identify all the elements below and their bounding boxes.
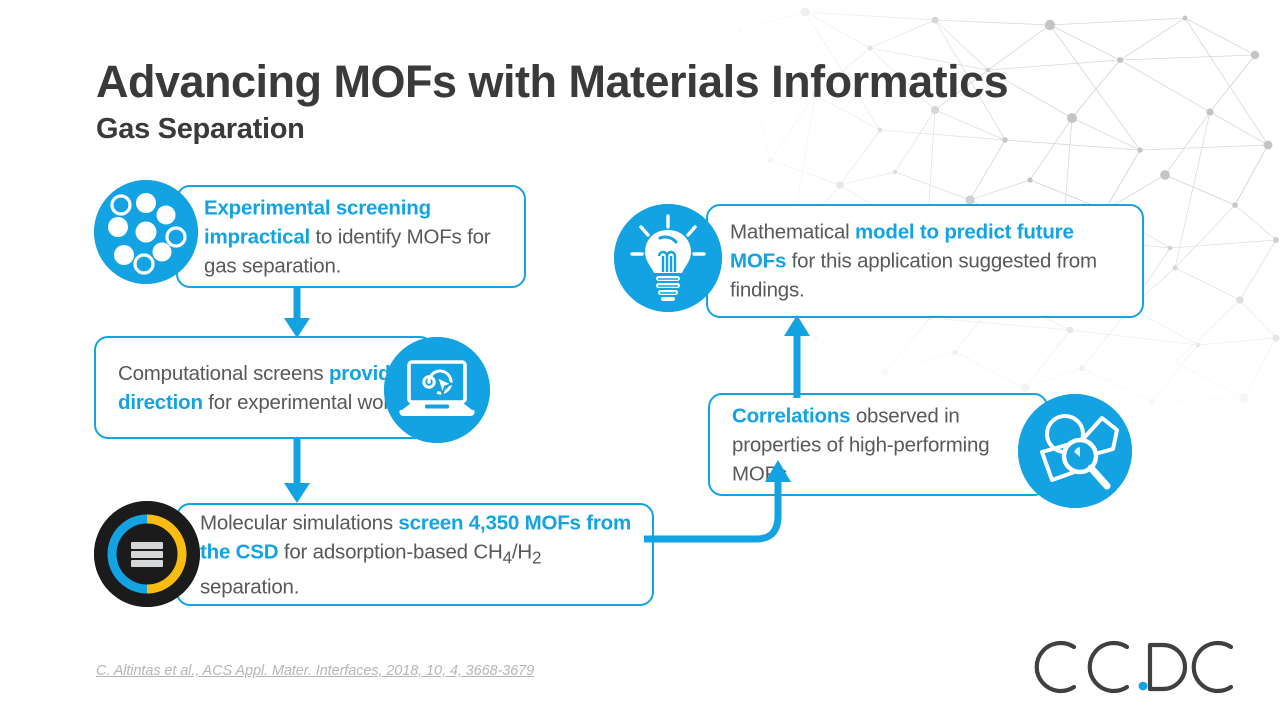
callout-plain-3b: for adsorption-based CH4/H2 separation. (200, 539, 542, 599)
callout-text-mathematical-model: Mathematical model to predict future MOF… (730, 218, 1124, 305)
ccdc-logo (1034, 640, 1234, 694)
callout-plain-5a: Mathematical (730, 220, 856, 244)
ccdc-logo-dot (1138, 681, 1148, 691)
callout-text-molecular-simulations: Molecular simulations screen 4,350 MOFs … (200, 508, 634, 601)
formula-separator: / (511, 539, 518, 563)
arrow-step4-to-step5 (784, 315, 810, 398)
callout-plain-1: to identify MOFs for gas separation. (204, 225, 491, 277)
csd-logo-icon (94, 501, 200, 607)
arrow-step1-to-step2 (284, 286, 310, 338)
callout-plain-2b: for experimental work. (202, 390, 406, 414)
lightbulb-icon (614, 204, 722, 312)
page-title: Advancing MOFs with Materials Informatic… (96, 56, 1009, 107)
formula-gas-2: H (517, 539, 532, 563)
callout-text-experimental-screening: Experimental screening impractical to id… (204, 193, 510, 280)
arrow-step2-to-step3 (284, 437, 310, 503)
page-subtitle: Gas Separation (96, 113, 305, 145)
formula-gas-2-sub: 2 (532, 548, 542, 568)
laptop-target-icon (384, 337, 490, 443)
porous-material-icon (94, 180, 198, 284)
callout-bold-4: Correlations (732, 404, 851, 427)
shapes-magnifier-icon (1018, 394, 1132, 508)
callout-bold-5: model to predict future MOFs (730, 220, 1074, 273)
callout-bold-1: Experimental screening impractical (204, 196, 431, 248)
callout-text-computational-screens: Computational screens provide direction … (118, 359, 414, 417)
arrow-step3-to-step4 (644, 460, 791, 543)
callout-box-computational-screens: Computational screens provide direction … (94, 336, 434, 439)
callout-bold-2: provide direction (118, 361, 402, 414)
formula-gas-1-sub: 4 (502, 548, 513, 568)
callout-bold-3: screen 4,350 MOFs from the CSD (200, 510, 631, 563)
callout-plain-5b: for this application suggested from find… (730, 249, 1097, 302)
citation-link[interactable]: C. Altintas et al., ACS Appl. Mater. Int… (96, 663, 535, 679)
callout-box-mathematical-model: Mathematical model to predict future MOF… (706, 204, 1144, 318)
formula-gas-1: CH (473, 539, 503, 563)
callout-plain-2a: Computational screens (118, 361, 329, 385)
callout-box-experimental-screening: Experimental screening impractical to id… (176, 185, 526, 288)
callout-box-molecular-simulations: Molecular simulations screen 4,350 MOFs … (176, 503, 654, 606)
callout-box-correlations: Correlations observed in properties of h… (708, 393, 1048, 496)
callout-plain-3a: Molecular simulations (200, 510, 399, 534)
